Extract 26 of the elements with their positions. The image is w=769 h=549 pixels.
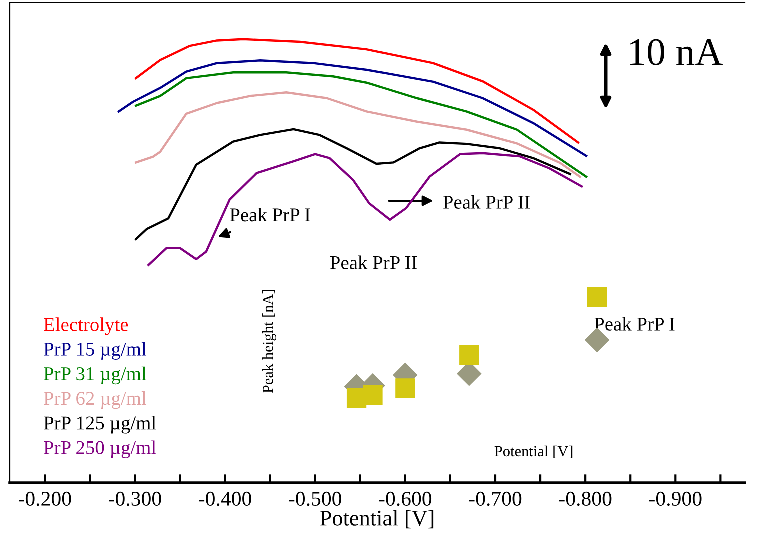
x-tick-label: -0.500 <box>289 492 342 506</box>
text: PrP 31 µg/ml <box>44 366 147 385</box>
x-tick-label: -0.400 <box>199 492 252 506</box>
annotation: Peak PrP I <box>594 317 675 331</box>
text: PrP 125 µg/ml <box>44 416 156 434</box>
x-tick-label: -0.800 <box>559 492 612 506</box>
point <box>460 345 480 366</box>
annotation: Peak PrP I <box>230 208 310 222</box>
text: PrP 250 µg/ml <box>44 440 156 458</box>
text: PrP 15 µg/ml <box>44 342 147 360</box>
annotation: Peak PrP II <box>330 256 418 270</box>
text: Electrolyte <box>44 318 128 336</box>
x-axis-title: Potential [V] <box>320 510 434 529</box>
annotation: Peak PrP II <box>443 195 530 209</box>
annotation: 10 nA <box>630 39 723 66</box>
point <box>363 385 383 405</box>
x-tick-label: -0.300 <box>109 492 162 506</box>
annotation: Potential [V] <box>494 446 573 458</box>
x-tick-label: -0.600 <box>379 492 432 506</box>
point <box>396 378 416 398</box>
x-tick-label: -0.200 <box>18 492 72 506</box>
point <box>587 287 608 307</box>
x-tick-label: -0.900 <box>650 492 702 506</box>
annotation: Peak height [nA] <box>262 290 276 394</box>
text: PrP 62 µg/ml <box>44 392 147 410</box>
x-tick-label: -0.700 <box>469 492 522 506</box>
